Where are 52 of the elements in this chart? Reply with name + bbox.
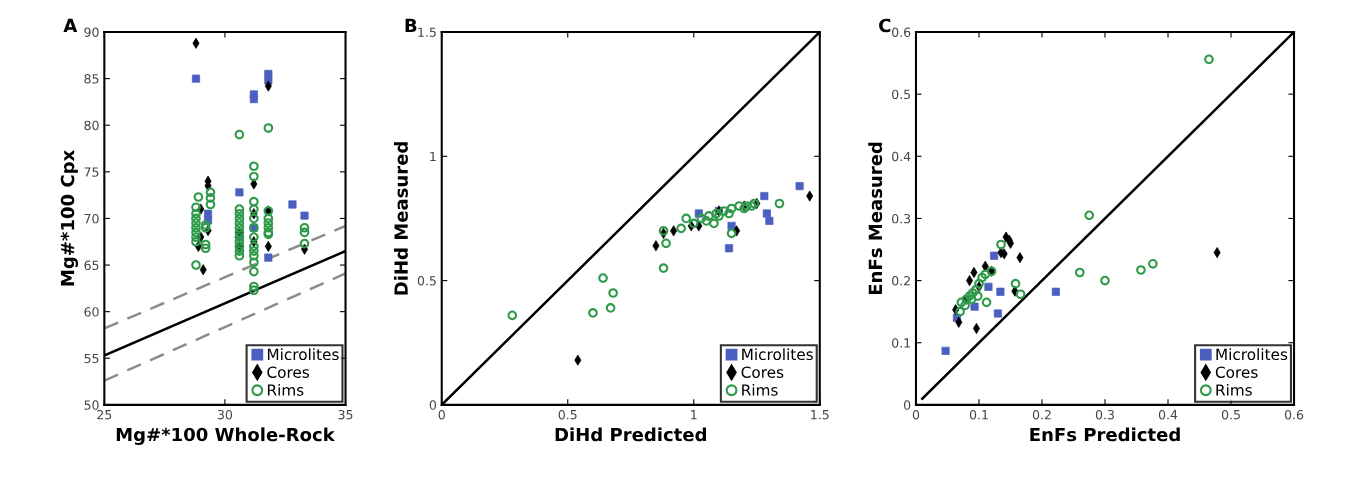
chart-title: B [405,18,417,33]
x-tick-label: 0 [912,409,920,420]
x-axis-title: EnFs Predicted [1030,427,1180,442]
legend-label: Microlites [267,348,339,361]
x-tick-label: 0.5 [558,409,577,420]
y-tick-label: 0.5 [417,276,436,286]
y-tick-label: 70 [84,213,99,224]
y-tick-label: 0.3 [892,213,911,224]
legend-label: Microlites [1216,348,1288,361]
y-tick-label: 0.6 [892,27,911,37]
y-tick-label: 1.5 [418,27,436,37]
y-tick-label: 0 [429,400,437,410]
x-tick-label: 0.3 [1095,409,1114,420]
legend-label: Cores [1215,366,1258,378]
x-axis-title: DiHd Predicted [555,427,706,442]
x-tick-label: 0.1 [969,409,988,420]
legend-label: Microlites [742,348,813,361]
x-tick-label: 35 [338,409,353,420]
y-axis-title: Mg#*100 Cpx [60,150,79,286]
x-tick-label: 25 [97,409,112,420]
y-tick-label: 0.4 [892,151,911,162]
y-tick-label: 85 [84,74,99,84]
chart-title: A [63,18,78,33]
x-tick-label: 30 [217,409,233,420]
legend-label: Rims [1216,383,1252,396]
y-tick-label: 0.1 [892,338,910,348]
y-tick-label: 90 [84,27,99,37]
x-tick-label: 0.5 [1221,409,1240,420]
legend-label: Rims [742,383,778,396]
x-tick-label: 0.2 [1032,409,1051,420]
chart-title: C [879,18,891,33]
y-tick-label: 0 [903,400,911,410]
legend-label: Cores [267,366,310,378]
x-tick-label: 0.6 [1284,409,1304,420]
y-tick-label: 75 [84,167,99,177]
y-tick-label: 0.5 [892,89,911,100]
y-tick-label: 0.2 [892,276,910,286]
y-tick-label: 80 [84,120,99,131]
y-tick-label: 60 [84,307,99,317]
x-axis-title: Mg#*100 Whole-Rock [116,427,336,445]
y-axis-title: EnFs Measured [868,142,883,295]
x-tick-label: 0 [438,409,445,420]
x-tick-label: 1 [691,410,697,420]
y-tick-label: 55 [84,353,99,364]
legend-label: Cores [741,366,784,378]
legend-label: Rims [267,383,304,396]
y-tick-label: 50 [84,400,99,410]
y-tick-label: 65 [84,260,99,270]
x-tick-label: 1.5 [811,410,829,420]
y-axis-title: DiHd Measured [393,142,408,295]
x-tick-label: 0.4 [1158,409,1178,420]
y-tick-label: 1 [430,151,436,162]
